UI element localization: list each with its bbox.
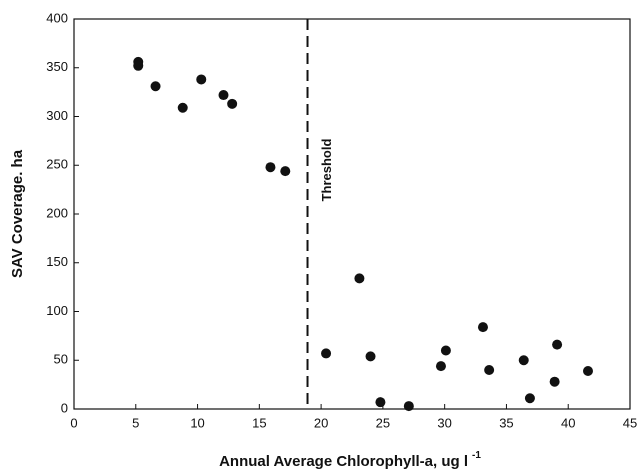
x-tick-label: 5	[132, 415, 139, 430]
y-tick-label: 350	[46, 59, 68, 74]
y-tick-label: 0	[61, 400, 68, 415]
threshold-label: Threshold	[319, 139, 334, 202]
x-axis-title: Annual Average Chlorophyll-a, ug l -1	[219, 450, 481, 470]
y-tick-label: 100	[46, 303, 68, 318]
data-point	[321, 348, 332, 359]
data-point	[549, 376, 560, 387]
data-point	[265, 162, 276, 173]
data-point	[227, 98, 238, 109]
data-point	[403, 401, 414, 412]
data-point	[524, 393, 535, 404]
x-tick-label: 45	[623, 415, 637, 430]
x-axis-title-superscript: -1	[472, 450, 481, 461]
data-point	[354, 273, 365, 284]
data-point	[196, 74, 207, 85]
data-point	[582, 365, 593, 376]
data-point	[552, 339, 563, 350]
y-axis-title: SAV Coverage. ha	[9, 149, 26, 278]
data-point	[518, 355, 529, 366]
x-tick-label: 40	[561, 415, 575, 430]
plot-frame	[73, 18, 631, 410]
x-tick-label: 30	[437, 415, 451, 430]
y-tick-label: 300	[46, 108, 68, 123]
y-tick-label: 50	[54, 352, 68, 367]
data-point	[177, 102, 188, 113]
data-point	[477, 322, 488, 333]
x-tick-label: 15	[252, 415, 266, 430]
x-axis-title-text: Annual Average Chlorophyll-a, ug l	[219, 453, 468, 470]
data-point	[365, 351, 376, 362]
data-point	[375, 397, 386, 408]
data-point	[435, 361, 446, 372]
data-point	[280, 166, 291, 177]
x-tick-label: 35	[499, 415, 513, 430]
data-point	[218, 90, 229, 101]
y-tick-label: 400	[46, 10, 68, 25]
x-tick-label: 0	[70, 415, 77, 430]
x-tick-label: 20	[314, 415, 328, 430]
y-tick-label: 250	[46, 157, 68, 172]
data-point	[484, 365, 495, 375]
data-point	[150, 81, 161, 92]
x-tick-label: 10	[190, 415, 204, 430]
y-tick-label: 150	[46, 254, 68, 269]
data-point	[440, 345, 451, 356]
data-point	[133, 60, 144, 71]
y-tick-label: 200	[46, 205, 68, 220]
x-tick-label: 25	[376, 415, 390, 430]
